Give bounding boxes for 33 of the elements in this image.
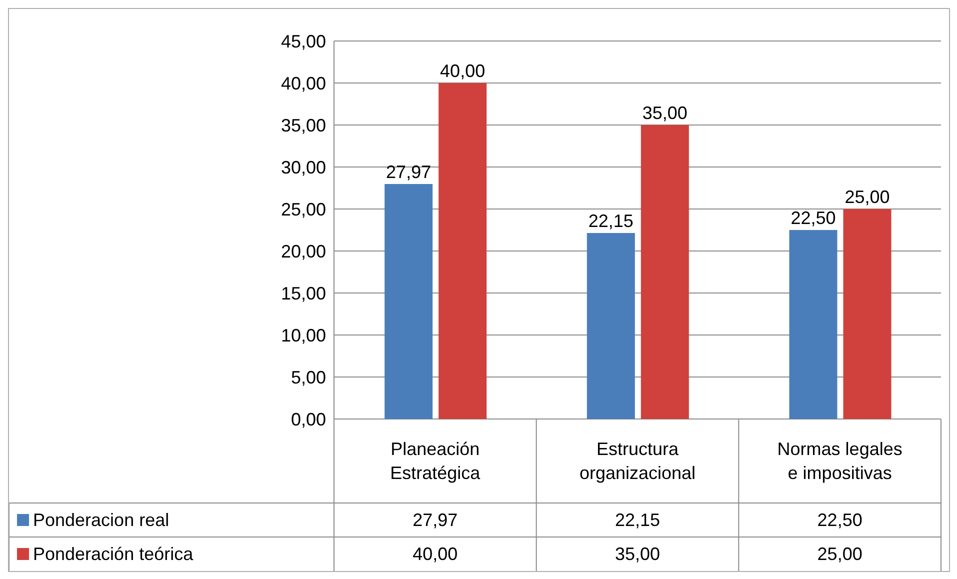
y-tick-label: 10,00 <box>280 325 326 346</box>
data-label: 22,15 <box>614 510 660 530</box>
y-tick-label: 25,00 <box>280 199 326 220</box>
bar <box>640 125 689 419</box>
data-label: 35,00 <box>614 544 660 564</box>
y-tick-label: 0,00 <box>290 409 326 430</box>
y-tick-label: 20,00 <box>280 241 326 262</box>
legend-label: Ponderación teórica <box>33 544 194 564</box>
y-tick-label: 15,00 <box>280 283 326 304</box>
text: 22,50 <box>790 208 836 228</box>
text: 35,00 <box>642 103 688 123</box>
text: 22,15 <box>588 210 634 231</box>
x-tick-label: Normas legales e impositivas <box>777 439 902 483</box>
y-tick-label: 40,00 <box>280 73 326 94</box>
text: 27,97 <box>386 162 432 182</box>
bar <box>438 83 487 419</box>
y-tick-label: 45,00 <box>280 31 326 52</box>
y-tick-label: 30,00 <box>280 157 326 178</box>
x-tick-label: Planeación Estratégica <box>390 439 482 483</box>
text: 40,00 <box>440 61 486 81</box>
data-label: 22,50 <box>817 510 862 530</box>
data-label: 27,97 <box>412 510 458 530</box>
bar <box>586 232 635 419</box>
text: 25,00 <box>844 187 890 207</box>
data-label: 40,00 <box>412 544 458 564</box>
y-tick-label: 35,00 <box>280 115 326 136</box>
bar <box>384 184 433 419</box>
x-tick-label: Estructura organizacional <box>579 439 696 483</box>
data-label: 25,00 <box>817 544 862 564</box>
bar <box>843 209 892 419</box>
legend-label: Ponderacion real <box>33 510 170 530</box>
bar <box>789 230 838 419</box>
y-tick-label: 5,00 <box>290 367 326 388</box>
